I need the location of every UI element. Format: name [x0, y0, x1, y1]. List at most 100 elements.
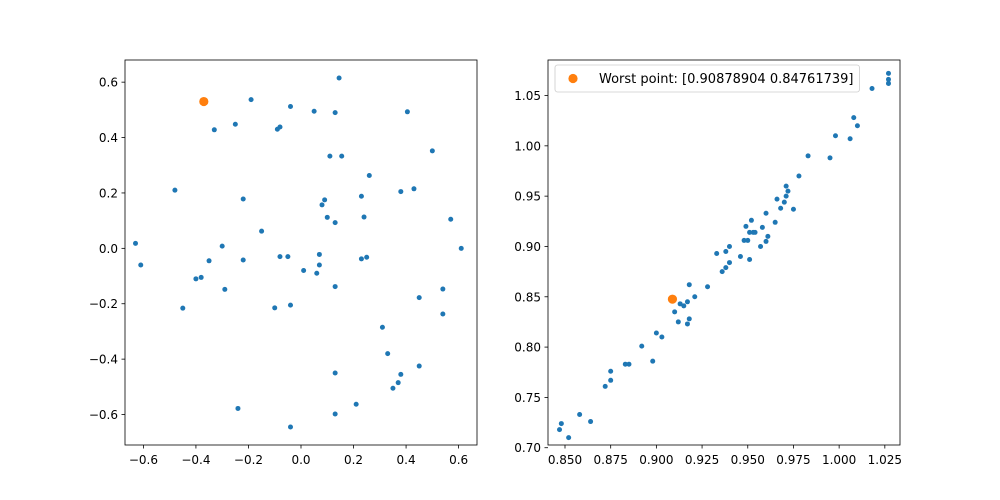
x-tick-label: 0.6: [449, 453, 468, 467]
scatter-point: [198, 274, 204, 280]
scatter-point: [339, 153, 345, 159]
scatter-point: [566, 435, 572, 441]
scatter-point: [719, 269, 725, 275]
scatter-point: [332, 284, 338, 290]
scatter-point: [783, 183, 789, 189]
scatter-point: [259, 228, 265, 234]
y-tick-label: 0.0: [99, 242, 118, 256]
legend-marker: [568, 73, 578, 84]
x-axis: −0.6 −0.4 −0.2 0.0 0.2 0.4 0.6: [129, 445, 468, 467]
scatter-point: [272, 305, 278, 311]
scatter-point: [311, 108, 317, 114]
y-tick-label: 0.70: [514, 441, 541, 455]
x-axis: 0.850 0.875 0.900 0.925 0.950 0.975 1.000 1.025: [548, 445, 902, 467]
scatter-point: [659, 334, 665, 340]
scatter-point: [747, 229, 753, 235]
scatter-point: [639, 343, 645, 349]
scatter-point: [759, 224, 765, 230]
scatter-point: [332, 110, 338, 116]
scatter-point: [608, 368, 614, 374]
x-tick-label: 0.925: [685, 453, 719, 467]
scatter-point: [316, 251, 322, 257]
scatter-point: [316, 262, 322, 268]
scatter-point: [301, 268, 307, 274]
scatter-point: [686, 316, 692, 322]
scatter-point: [790, 206, 796, 212]
scatter-point: [827, 155, 833, 161]
scatter-point: [211, 127, 217, 133]
x-tick-label: 0.0: [291, 453, 310, 467]
scatter-point: [763, 238, 769, 244]
scatter-point: [361, 214, 367, 220]
y-tick-label: 0.75: [514, 391, 541, 405]
scatter-point: [138, 262, 144, 268]
y-tick-label: 1.00: [514, 139, 541, 153]
scatter-point: [448, 216, 454, 222]
x-tick-label: 0.850: [548, 453, 582, 467]
scatter-point: [558, 421, 564, 427]
scatter-point: [692, 294, 698, 300]
scatter-point: [851, 115, 857, 121]
scatter-point: [332, 411, 338, 417]
scatter-point: [327, 153, 333, 159]
scatter-point: [745, 237, 751, 243]
x-tick-label: 0.900: [639, 453, 673, 467]
worst-point-series: [667, 294, 678, 304]
scatter-point: [772, 219, 778, 225]
scatter-point: [398, 189, 404, 195]
scatter-point: [885, 70, 891, 76]
scatter-point: [726, 243, 732, 249]
scatter-point: [287, 424, 293, 430]
x-tick-label: −0.6: [129, 453, 158, 467]
scatter-point: [675, 319, 681, 325]
scatter-point: [686, 282, 692, 288]
scatter-point: [869, 85, 875, 91]
y-tick-label: −0.2: [89, 297, 118, 311]
y-tick-label: 0.80: [514, 341, 541, 355]
worst-point-marker: [667, 294, 678, 304]
scatter-point: [705, 284, 711, 290]
x-tick-label: 0.875: [594, 453, 628, 467]
legend-label: Worst point: [0.90878904 0.84761739]: [599, 72, 853, 87]
scatter-point: [832, 133, 838, 139]
scatter-point: [778, 205, 784, 211]
scatter-point: [885, 76, 891, 82]
scatter-point: [240, 257, 246, 263]
scatter-point: [765, 233, 771, 239]
scatter-point: [287, 104, 293, 110]
scatter-point: [681, 303, 687, 309]
scatter-point: [319, 202, 325, 208]
scatter-point: [885, 80, 891, 86]
scatter-point: [726, 260, 732, 266]
scatter-point: [322, 197, 328, 203]
scatter-point: [353, 401, 359, 407]
scatter-point: [172, 187, 178, 193]
scatter-point: [758, 243, 764, 249]
scatter-point: [796, 173, 802, 179]
scatter-point: [622, 361, 628, 367]
scatter-point: [608, 377, 614, 383]
scatter-point: [854, 123, 860, 129]
scatter-point: [277, 254, 283, 260]
scatter-point: [653, 330, 659, 336]
scatter-point: [248, 97, 254, 103]
scatter-point: [723, 265, 729, 271]
scatter-point: [385, 351, 391, 357]
y-tick-label: 1.05: [514, 89, 541, 103]
y-tick-label: 0.85: [514, 290, 541, 304]
scatter-point: [219, 243, 225, 249]
scatter-point: [847, 136, 853, 142]
x-tick-label: 1.025: [868, 453, 902, 467]
scatter-point: [752, 229, 758, 235]
scatter-point: [277, 124, 283, 130]
scatter-point: [222, 286, 228, 292]
legend-box: [554, 64, 860, 93]
scatter-point: [774, 196, 780, 202]
scatter-point: [741, 237, 747, 243]
scatter-point: [287, 302, 293, 308]
plot-frame: [124, 59, 478, 446]
y-tick-label: −0.6: [89, 408, 118, 422]
worst-point-marker: [199, 96, 209, 107]
y-tick-label: 0.2: [99, 186, 118, 200]
